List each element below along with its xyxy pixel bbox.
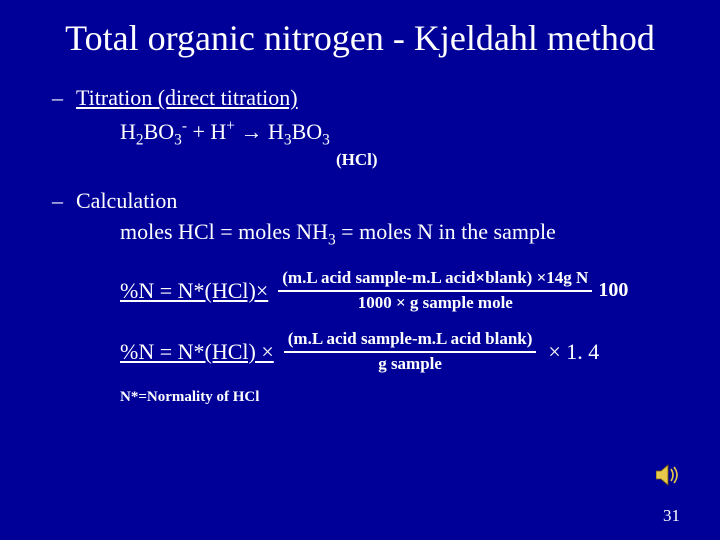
titration-equation: H2BO3- + H+ → H3BO3: [76, 117, 680, 147]
formula2-fraction: (m.L acid sample-m.L acid blank) g sampl…: [284, 328, 537, 375]
moles-equation: moles HCl = moles NH3 = moles N in the s…: [40, 219, 680, 245]
formula-2: %N = N*(HCl) × (m.L acid sample-m.L acid…: [40, 328, 680, 375]
formula2-lhs: %N = N*(HCl) ×: [120, 339, 274, 365]
formula-1: %N = N*(HCl)× (m.L acid sample-m.L acid×…: [40, 267, 680, 314]
formula1-numerator: (m.L acid sample-m.L acid×blank) ×14g N: [278, 267, 592, 291]
formula1-denominator: 1000 × g sample mole: [354, 292, 517, 314]
formula2-trailing: × 1. 4: [548, 339, 599, 365]
formula1-fraction: (m.L acid sample-m.L acid×blank) ×14g N …: [278, 267, 592, 314]
slide-title: Total organic nitrogen - Kjeldahl method: [40, 18, 680, 59]
bullet-calculation: Calculation: [76, 186, 680, 216]
bullet-titration: Titration (direct titration): [76, 83, 680, 113]
sound-icon: [656, 464, 682, 486]
titration-label: Titration (direct titration): [76, 85, 298, 110]
formula2-denominator: g sample: [374, 353, 446, 375]
hcl-note: (HCl): [76, 149, 680, 172]
normality-footnote: N*=Normality of HCl: [40, 389, 680, 406]
formula2-numerator: (m.L acid sample-m.L acid blank): [284, 328, 537, 352]
slide-number: 31: [663, 506, 680, 526]
formula1-trailing: 100: [598, 279, 628, 302]
formula1-lhs: %N = N*(HCl)×: [120, 278, 268, 304]
calculation-label: Calculation: [76, 188, 177, 213]
